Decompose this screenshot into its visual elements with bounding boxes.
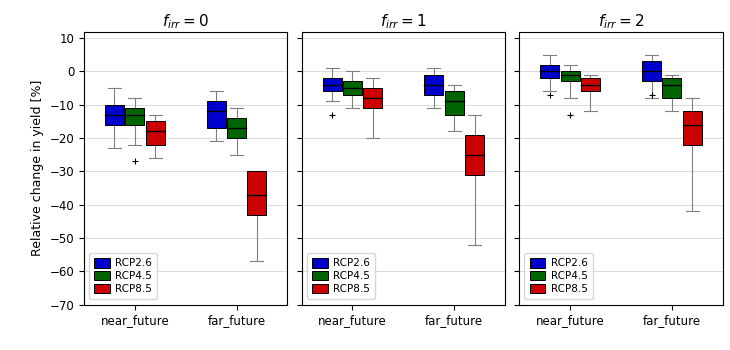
Bar [561, 71, 580, 82]
Bar [207, 102, 226, 128]
Legend: RCP2.6, RCP4.5, RCP8.5: RCP2.6, RCP4.5, RCP8.5 [524, 253, 593, 299]
Bar [540, 65, 559, 78]
Bar [581, 78, 600, 91]
Bar [424, 75, 443, 95]
Bar [662, 78, 681, 98]
Bar [343, 82, 362, 95]
Bar [247, 172, 266, 215]
Bar [642, 62, 661, 82]
Legend: RCP2.6, RCP4.5, RCP8.5: RCP2.6, RCP4.5, RCP8.5 [89, 253, 157, 299]
Bar [683, 111, 702, 145]
Title: $f_{irr} = 0$: $f_{irr} = 0$ [162, 12, 209, 31]
Bar [465, 135, 484, 175]
Legend: RCP2.6, RCP4.5, RCP8.5: RCP2.6, RCP4.5, RCP8.5 [307, 253, 375, 299]
Title: $f_{irr} = 2$: $f_{irr} = 2$ [598, 12, 644, 31]
Bar [146, 121, 164, 145]
Bar [105, 105, 124, 125]
Bar [227, 118, 246, 138]
Bar [323, 78, 342, 91]
Bar [445, 91, 464, 115]
Y-axis label: Relative change in yield [%]: Relative change in yield [%] [31, 80, 44, 256]
Bar [364, 88, 383, 108]
Title: $f_{irr} = 1$: $f_{irr} = 1$ [380, 12, 426, 31]
Bar [126, 108, 145, 125]
